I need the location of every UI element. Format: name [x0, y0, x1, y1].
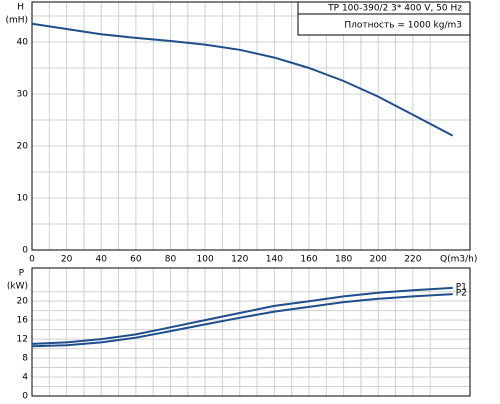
x-tick-label: 120 — [231, 255, 248, 265]
y-tick-label: 20 — [17, 297, 29, 307]
y-tick-label: 40 — [17, 38, 29, 48]
y-axis-unit: (kW) — [7, 282, 28, 292]
annotation: Плотность = 1000 kg/m3 — [344, 21, 462, 31]
x-tick-label: 140 — [266, 255, 283, 265]
x-axis-label: Q(m3/h) — [440, 255, 477, 265]
info-box — [297, 1, 471, 36]
series-line — [31, 293, 453, 348]
series-line — [31, 22, 454, 137]
x-tick-label: 180 — [335, 255, 352, 265]
plot-frame — [31, 1, 471, 251]
series-label: P1 — [456, 282, 467, 292]
y-tick-label: 8 — [22, 354, 28, 364]
plot-frame — [31, 267, 471, 397]
annotation: TP 100-390/2 3* 400 V, 50 Hz — [327, 4, 462, 14]
y-tick-label: 0 — [22, 392, 28, 401]
y-tick-label: 20 — [17, 142, 29, 152]
x-tick-label: 220 — [404, 255, 421, 265]
y-axis-label: P — [19, 269, 25, 279]
y-tick-label: 10 — [17, 194, 29, 204]
y-axis-unit: (mH) — [5, 16, 28, 26]
y-tick-label: 0 — [22, 246, 28, 256]
x-tick-label: 200 — [370, 255, 387, 265]
x-tick-label: 160 — [300, 255, 317, 265]
x-tick-label: 0 — [29, 255, 35, 265]
y-tick-label: 30 — [17, 90, 29, 100]
y-tick-label: 12 — [17, 335, 28, 345]
x-tick-label: 100 — [197, 255, 214, 265]
x-tick-label: 80 — [165, 255, 177, 265]
x-tick-label: 20 — [61, 255, 73, 265]
x-tick-label: 40 — [96, 255, 108, 265]
y-axis-label: H — [17, 3, 24, 13]
x-tick-label: 60 — [130, 255, 142, 265]
series-label: P2 — [456, 289, 467, 299]
y-tick-label: 16 — [17, 316, 29, 326]
series-line — [31, 286, 453, 345]
y-tick-label: 4 — [22, 373, 28, 383]
